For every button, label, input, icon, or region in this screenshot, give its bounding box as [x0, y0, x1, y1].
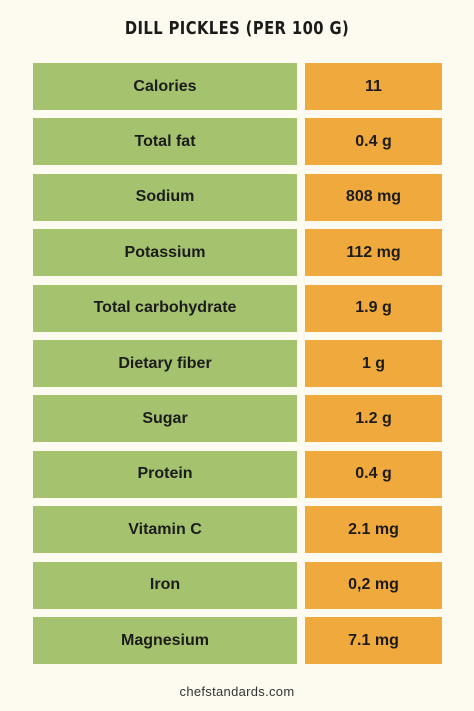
table-row: Iron 0,2 mg — [33, 561, 442, 609]
nutrient-name: Calories — [33, 63, 297, 110]
nutrient-name: Vitamin C — [33, 506, 297, 554]
nutrient-value: 808 mg — [305, 173, 442, 221]
nutrient-name: Sodium — [33, 173, 297, 221]
table-row: Potassium 112 mg — [33, 229, 442, 277]
table-row: Sodium 808 mg — [33, 173, 442, 221]
nutrient-value: 11 — [305, 63, 442, 110]
nutrient-name: Total carbohydrate — [33, 284, 297, 332]
nutrient-value: 1.9 g — [305, 284, 442, 332]
nutrient-name: Sugar — [33, 395, 297, 443]
table-row: Dietary fiber 1 g — [33, 340, 442, 387]
nutrient-name: Potassium — [33, 229, 297, 277]
nutrient-name: Total fat — [33, 118, 297, 166]
title: DILL PICKLES (PER 100 G) — [124, 18, 350, 39]
nutrient-value: 112 mg — [305, 229, 442, 277]
nutrient-value: 1.2 g — [305, 395, 442, 443]
nutrient-value: 0.4 g — [305, 450, 442, 498]
nutrient-name: Iron — [33, 561, 297, 609]
table-row: Magnesium 7.1 mg — [33, 617, 442, 664]
nutrient-value: 0,2 mg — [305, 561, 442, 609]
table-row: Total carbohydrate 1.9 g — [33, 284, 442, 332]
nutrient-value: 7.1 mg — [305, 617, 442, 664]
nutrient-value: 1 g — [305, 340, 442, 387]
table-row: Calories 11 — [33, 63, 442, 110]
nutrient-value: 2.1 mg — [305, 506, 442, 554]
nutrient-name: Dietary fiber — [33, 340, 297, 387]
table-row: Total fat 0.4 g — [33, 118, 442, 166]
nutrient-name: Protein — [33, 450, 297, 498]
table-row: Sugar 1.2 g — [33, 395, 442, 443]
nutrient-value: 0.4 g — [305, 118, 442, 166]
table-row: Protein 0.4 g — [33, 450, 442, 498]
table-row: Vitamin C 2.1 mg — [33, 506, 442, 554]
footer: chefstandards.com — [179, 684, 295, 699]
nutrient-name: Magnesium — [33, 617, 297, 664]
